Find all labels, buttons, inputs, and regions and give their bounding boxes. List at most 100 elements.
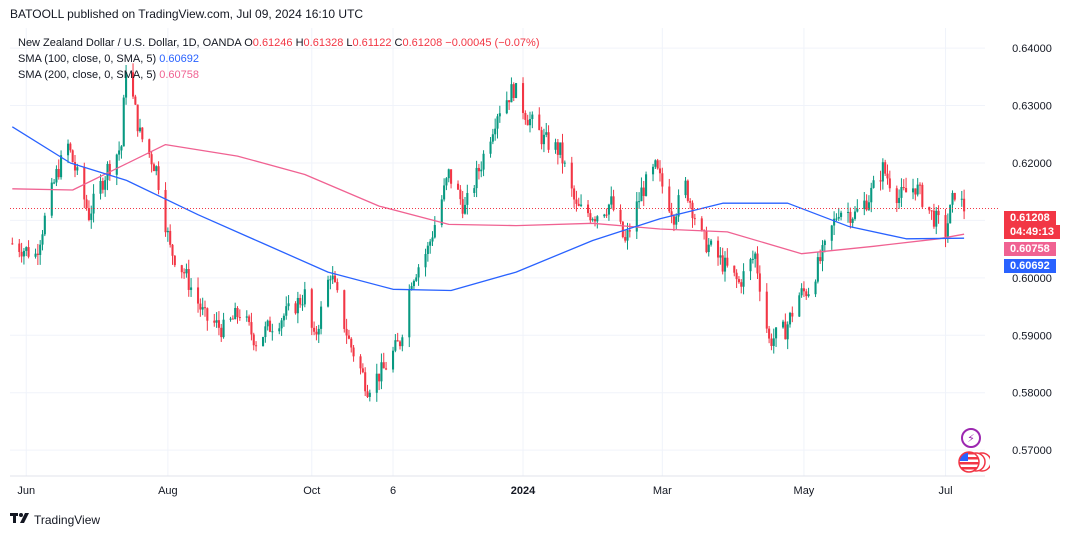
candle [155,165,158,176]
candle [190,278,193,297]
candle [814,279,817,298]
candle [466,184,469,215]
open-value: 0.61246 [252,37,293,49]
candle [215,312,218,328]
candle [849,207,852,229]
candle [686,179,689,203]
us-flag-graphic [958,451,992,473]
x-tick-label: Oct [303,485,320,497]
candle [895,185,898,212]
tradingview-brand[interactable]: TradingView [10,512,100,527]
candle [385,361,388,371]
candle [605,208,608,218]
candle [201,297,204,316]
candle [398,340,402,350]
candle [39,240,42,265]
candle [888,170,891,192]
candle [285,296,288,320]
candle [619,204,622,225]
candle [905,177,908,193]
candle [71,149,74,163]
candle [742,263,745,295]
x-tick-label: Aug [158,485,178,497]
lightning-icon[interactable]: ⚡ [961,428,981,448]
candle [628,223,631,238]
candle [104,176,107,197]
candle [203,300,207,317]
candle [591,217,594,222]
candle [317,324,320,344]
candle [846,202,850,223]
candle [916,178,919,197]
candle [459,185,462,205]
y-tick-label: 0.57000 [1012,445,1052,457]
candle [865,194,868,212]
sma100-line [11,126,965,292]
candle [733,265,736,277]
candle [336,278,339,293]
candle [359,354,362,375]
candle [563,160,566,167]
candle [960,190,963,207]
candle [60,150,63,180]
candle [157,161,160,195]
candle [791,306,794,323]
candle [577,197,580,207]
candle [463,196,467,215]
y-tick-label: 0.62000 [1012,158,1052,170]
candle [691,200,694,228]
candle [238,309,241,321]
candle [264,321,267,343]
high-label: H [295,37,304,49]
candle [833,211,836,235]
candle [749,257,752,281]
candle [443,178,446,202]
candles [11,63,966,402]
tradingview-name: TradingView [34,512,101,527]
y-tick-label: 0.60000 [1012,273,1052,285]
candle [99,174,102,200]
candle [935,206,938,235]
candle [20,242,23,263]
candle [528,111,532,133]
candle [716,236,720,266]
candle [737,276,740,284]
publisher-line: BATOOLL published on TradingView.com, Ju… [10,7,364,21]
candle [55,165,58,187]
candle [199,298,202,317]
candle [621,221,624,239]
candle [294,301,297,315]
sma200-row: SMA (200, close, 0, SMA, 5) 0.60758 [18,67,539,83]
candle [326,275,330,308]
x-tick-label: Jun [17,485,35,497]
sma200-value: 0.60758 [159,69,199,81]
candle [856,199,859,213]
candle [538,107,541,131]
candle [800,283,803,298]
candle [445,177,448,191]
candle [802,281,805,297]
candle [531,111,534,129]
candle [586,200,590,218]
candle [710,238,713,247]
candle [456,180,460,190]
candle [624,230,627,243]
candle [596,215,599,229]
candle [496,113,499,139]
candle [261,336,265,347]
candle [136,104,139,137]
candle [821,240,824,272]
x-tick-label: Jul [939,485,953,497]
candle [108,160,111,181]
candle [278,322,281,335]
us-flag-icon[interactable] [958,451,992,473]
candle [331,266,334,284]
candle [50,177,53,219]
candle [90,205,93,229]
candle [951,190,954,213]
candle [672,214,675,232]
candle [450,169,453,189]
candle [282,313,285,327]
candle [758,265,761,302]
candle [719,247,722,265]
